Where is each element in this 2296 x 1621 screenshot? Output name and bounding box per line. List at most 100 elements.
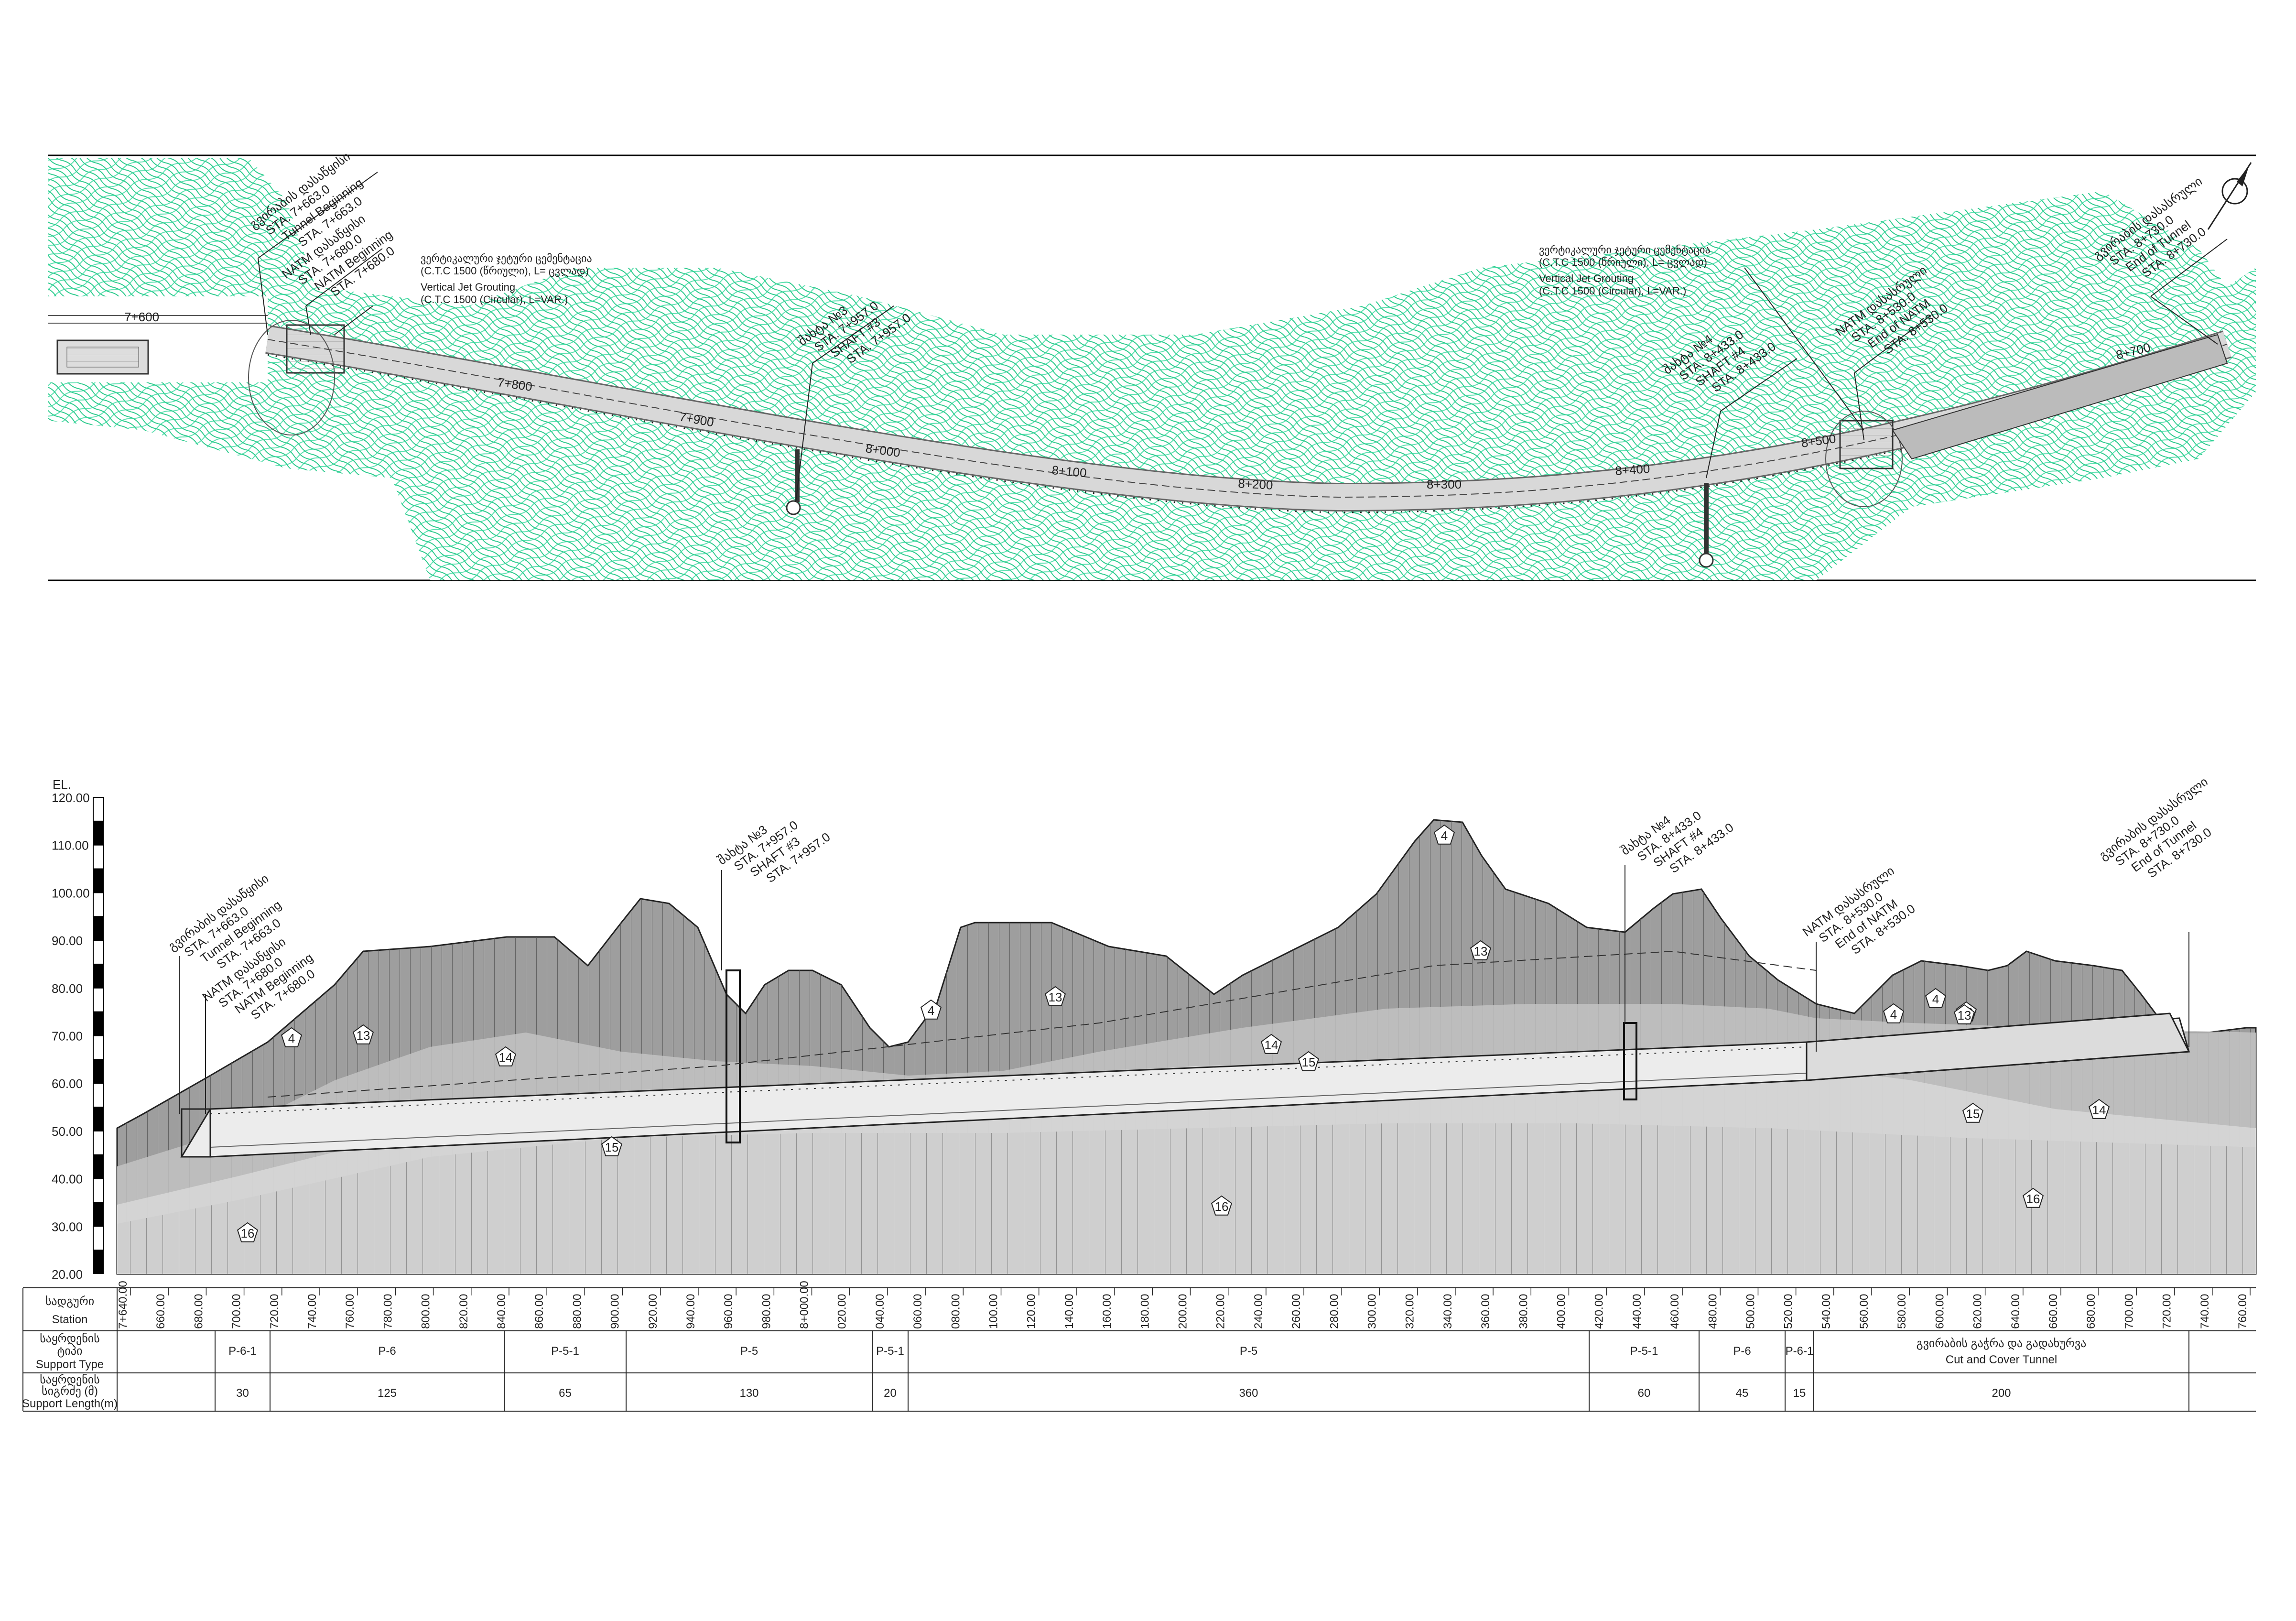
profile-callout-shaft4: შახტა №4 STA. 8+433.0 SHAFT #4 STA. 8+43… xyxy=(1618,808,1736,876)
layer-marker-badge xyxy=(2088,1099,2110,1119)
portal-box-start xyxy=(181,1108,211,1158)
layer-marker-badge xyxy=(1470,940,1492,960)
layer-marker-badge xyxy=(1433,824,1455,845)
layer-marker-label: 13 xyxy=(1049,990,1062,1004)
callout-text: (C.T.C 1500 (Circular), L=VAR.) xyxy=(421,294,568,305)
tunnel-crown-bolts xyxy=(210,1046,1807,1114)
segment-type: P-6-1 xyxy=(1786,1345,1814,1358)
plan-station-label: 8+400 xyxy=(1614,461,1650,478)
station-tick-label: 840.00 xyxy=(495,1294,508,1329)
station-tick-label: 900.00 xyxy=(609,1294,622,1329)
layer-marker-label: 15 xyxy=(605,1140,619,1154)
segment-length: 30 xyxy=(236,1387,249,1400)
segment-type: P-6 xyxy=(1733,1345,1751,1358)
station-tick-label: 960.00 xyxy=(722,1294,735,1329)
station-tick-label: 600.00 xyxy=(1933,1294,1946,1329)
tunnel-invert-line xyxy=(210,1073,1807,1148)
segment-length: 360 xyxy=(1239,1387,1258,1400)
layer-marker-label: 13 xyxy=(1958,1008,1971,1023)
elevation-label: 70.00 xyxy=(52,1029,83,1044)
scale-segment xyxy=(93,987,104,1012)
layer-marker-badge xyxy=(1883,1003,1905,1023)
station-tick-label: 340.00 xyxy=(1441,1294,1454,1329)
scale-segment xyxy=(93,1130,104,1155)
north-arrow-icon xyxy=(2207,162,2252,230)
layer-marker-badge xyxy=(1044,986,1066,1006)
callout-text: ვერტიკალური ჯეტური ცემენტაცია xyxy=(1539,244,1711,256)
station-tick-label: 180.00 xyxy=(1138,1294,1151,1329)
elevation-label: 110.00 xyxy=(52,838,89,853)
callout-jet-grouting-left: ვერტიკალური ჯეტური ცემენტაცია (C.T.C 150… xyxy=(421,252,592,305)
elevation-axis-label: EL. xyxy=(53,777,71,792)
segment-length: 60 xyxy=(1638,1387,1651,1400)
station-tick-label: 780.00 xyxy=(381,1294,394,1329)
scale-segment xyxy=(93,1012,104,1036)
layer-marker-label: 15 xyxy=(1966,1107,1980,1121)
elevation-label: 100.00 xyxy=(52,886,90,900)
scale-segment xyxy=(93,844,104,870)
elevation-label: 40.00 xyxy=(52,1172,83,1186)
jet-grouting-block-right xyxy=(1839,420,1894,469)
station-tick-label: 7+640.00 xyxy=(117,1281,130,1329)
layer-marker-label: 14 xyxy=(1265,1038,1278,1052)
row-header-type-ka: საყრდენის xyxy=(40,1332,100,1345)
station-tick-label: 520.00 xyxy=(1782,1294,1795,1329)
station-tick-label: 320.00 xyxy=(1404,1294,1417,1329)
profile-callout-shaft3: შახტა №3 STA. 7+957.0 SHAFT #3 STA. 7+95… xyxy=(715,817,833,885)
segment-length: 45 xyxy=(1736,1387,1749,1400)
scale-segment xyxy=(93,1154,104,1179)
bedrock-hatch xyxy=(117,1123,2256,1274)
profile-view: EL. 120.00 110.00 100.00 90.00 80.00 70.00 60.… xyxy=(52,774,2257,1282)
station-tick-label: 220.00 xyxy=(1214,1294,1227,1329)
station-tick-label: 440.00 xyxy=(1631,1294,1644,1329)
station-tick-label: 700.00 xyxy=(2123,1294,2135,1329)
station-tick-label: 660.00 xyxy=(2047,1294,2060,1329)
profile-callout-tunnel-end: გვირაბის დასასრული STA. 8+730.0 End of T… xyxy=(2096,774,2214,881)
layer-marker-badge xyxy=(1925,988,1947,1008)
layer-marker-badge xyxy=(352,1024,374,1044)
profile-leader-lines xyxy=(179,865,2189,1114)
layer-marker-badge xyxy=(1298,1051,1320,1071)
layer-marker-label: 13 xyxy=(1474,944,1488,958)
scale-segment xyxy=(93,797,104,822)
tunnel-profile xyxy=(180,1017,2190,1158)
plan-station-label: 8+100 xyxy=(1051,463,1087,480)
layer-marker-badge xyxy=(920,999,942,1020)
callout-text: (C.T.C 1500 (წრიული), L= ცვლად) xyxy=(1539,256,1707,269)
station-tick-label: 740.00 xyxy=(2199,1294,2211,1329)
station-ticks: 7+640.00 660.00 680.00 700.00 720.00 740.00 76… xyxy=(117,1281,2251,1329)
layer-marker-label: 16 xyxy=(241,1226,255,1240)
callout-text: (C.T.C 1500 (Circular), L=VAR.) xyxy=(1539,285,1686,297)
segment-type: P-5 xyxy=(740,1345,758,1358)
layer-marker-label: 4 xyxy=(928,1003,934,1018)
shaft3-profile xyxy=(726,969,741,1143)
station-tick-label: 980.00 xyxy=(760,1294,773,1329)
plan-station-label: 7+600 xyxy=(124,310,159,324)
scale-segment xyxy=(93,1250,104,1274)
elevation-label: 30.00 xyxy=(52,1219,83,1234)
cut-and-cover-profile xyxy=(1806,1012,2190,1081)
station-tick-label: 740.00 xyxy=(306,1294,319,1329)
station-tick-label: 080.00 xyxy=(949,1294,962,1329)
layer-marker-label: 15 xyxy=(1302,1055,1316,1069)
layer-marker-label: 13 xyxy=(357,1028,370,1043)
segment-type-en: Cut and Cover Tunnel xyxy=(1946,1353,2057,1366)
scale-segment xyxy=(93,1178,104,1203)
shaft4-profile xyxy=(1623,1022,1637,1100)
row-header-type-en: Support Type xyxy=(36,1358,104,1371)
shaft3-plan-marker xyxy=(786,500,801,515)
layer-marker-badge xyxy=(601,1136,623,1156)
station-tick-label: 060.00 xyxy=(911,1294,924,1329)
station-tick-label: 620.00 xyxy=(1971,1294,1984,1329)
station-tick-label: 020.00 xyxy=(836,1294,849,1329)
station-tick-label: 700.00 xyxy=(230,1294,243,1329)
plan-station-label: 8+300 xyxy=(1427,477,1462,491)
shaft4-plan-marker xyxy=(1699,553,1714,568)
station-tick-label: 720.00 xyxy=(2161,1294,2174,1329)
callout-jet-grouting-right: ვერტიკალური ჯეტური ცემენტაცია (C.T.C 150… xyxy=(1539,244,1711,297)
jet-grouting-block-left xyxy=(286,324,345,374)
row-header-length-ka: საყრდენის xyxy=(40,1373,100,1386)
station-tick-label: 360.00 xyxy=(1479,1294,1492,1329)
scale-segment xyxy=(93,964,104,988)
